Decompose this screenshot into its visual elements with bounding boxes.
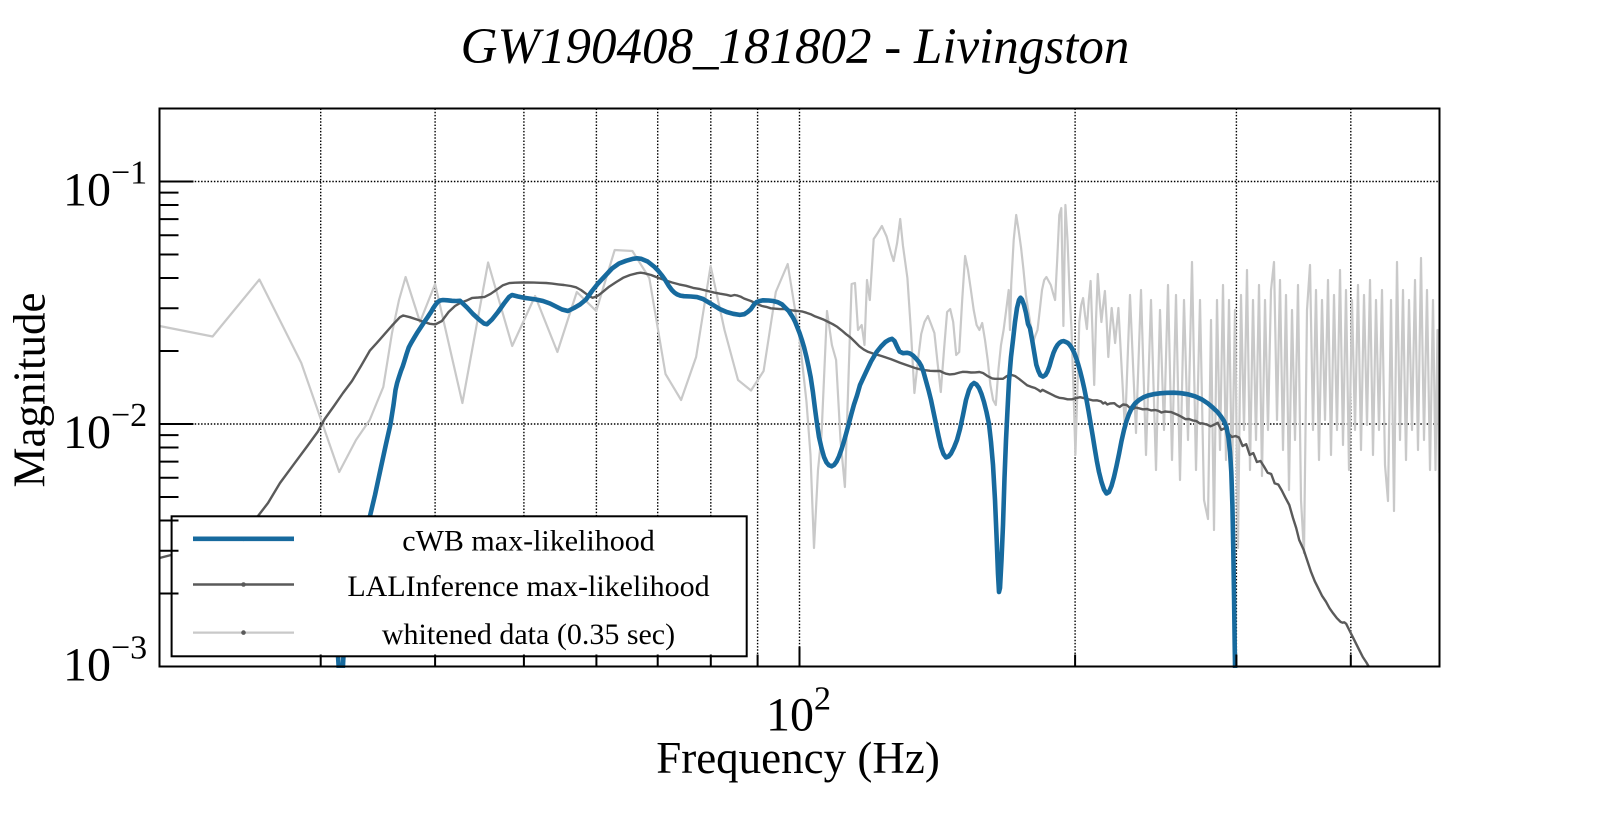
svg-text:Magnitude: Magnitude [5,293,55,488]
svg-text:LALInference max-likelihood: LALInference max-likelihood [347,570,709,603]
svg-text:10−1: 10−1 [63,155,147,217]
svg-text:10−3: 10−3 [63,630,147,692]
svg-text:cWB max-likelihood: cWB max-likelihood [402,525,654,558]
svg-text:whitened data (0.35 sec): whitened data (0.35 sec) [382,618,675,651]
svg-text:Frequency (Hz): Frequency (Hz) [656,733,940,783]
svg-text:GW190408_181802 - Livingston: GW190408_181802 - Livingston [461,19,1130,75]
